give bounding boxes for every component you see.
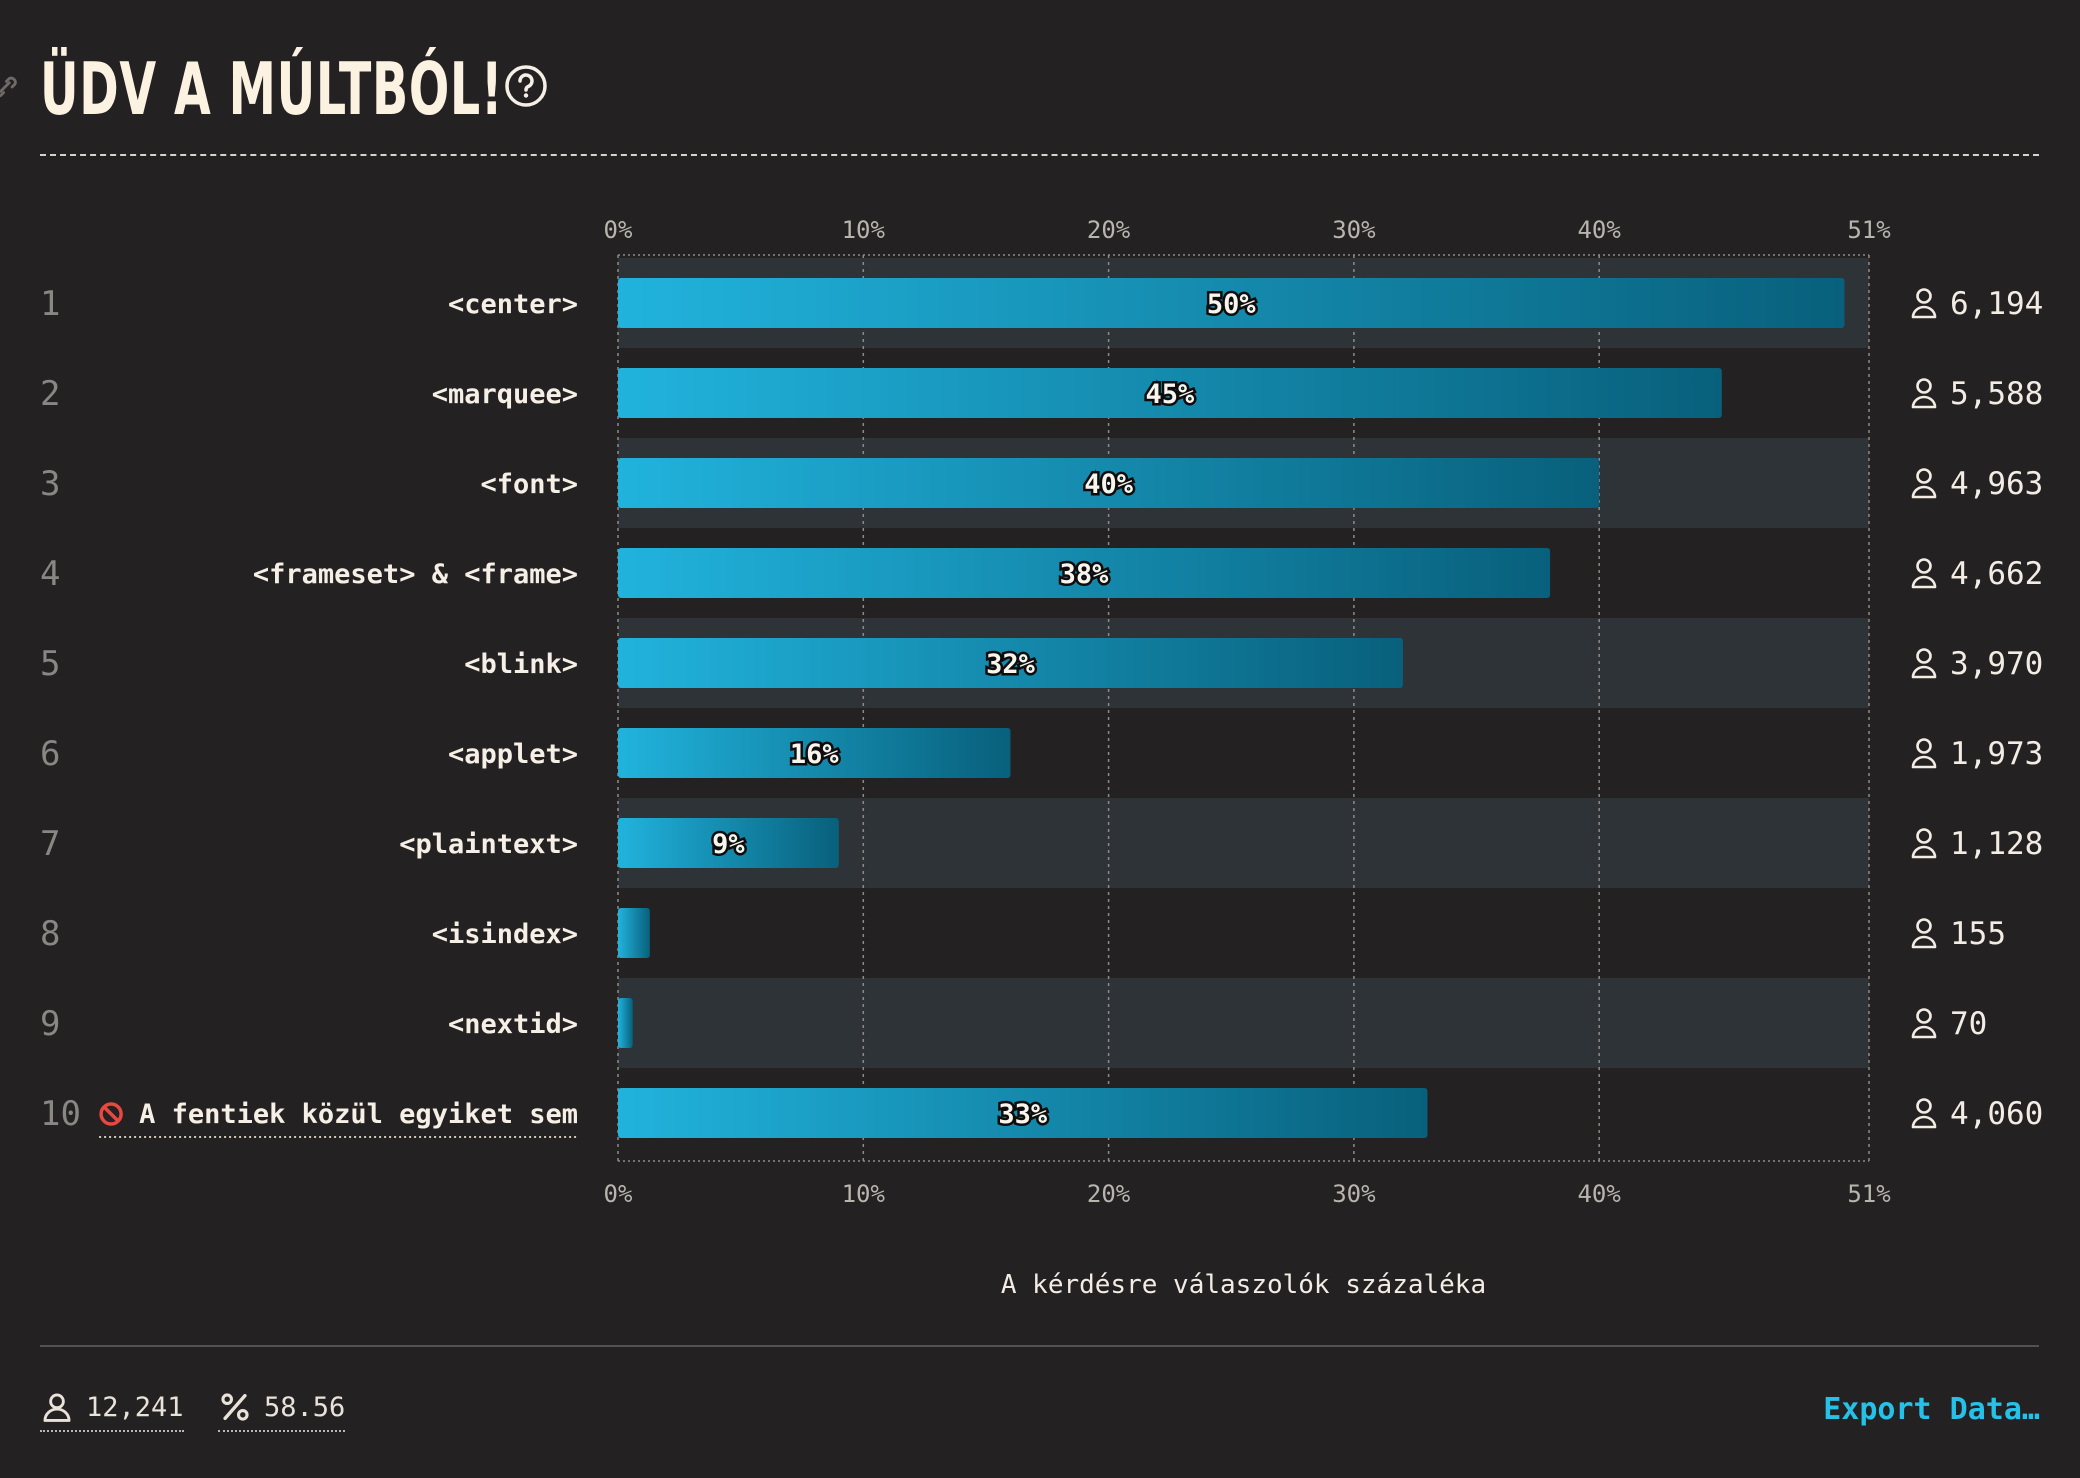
bar	[618, 638, 1403, 688]
x-tick-top: 10%	[842, 216, 886, 244]
row-stripe	[618, 978, 1869, 1068]
row-rank: 4	[40, 554, 60, 594]
respondent-count: 5,588	[1950, 376, 2043, 412]
respondent-count: 4,662	[1950, 556, 2043, 592]
row-rank: 2	[40, 374, 60, 414]
user-icon	[1911, 1008, 1937, 1039]
x-tick-top: 51%	[1847, 216, 1891, 244]
row-label: A fentiek közül egyiket sem	[139, 1099, 578, 1130]
respondent-count: 4,060	[1950, 1096, 2043, 1132]
x-tick-bottom: 20%	[1087, 1180, 1131, 1208]
row-rank: 3	[40, 464, 60, 504]
user-icon	[1911, 648, 1937, 679]
bar	[618, 728, 1011, 778]
x-tick-top: 30%	[1332, 216, 1376, 244]
row-rank: 1	[40, 284, 60, 324]
x-tick-bottom: 51%	[1847, 1180, 1891, 1208]
bar-value-label: 32%	[986, 649, 1036, 680]
x-tick-bottom: 0%	[604, 1180, 633, 1208]
bar-value-label: 40%	[1084, 469, 1134, 500]
bar	[618, 458, 1600, 508]
x-tick-bottom: 30%	[1332, 1180, 1376, 1208]
respondent-count: 155	[1950, 916, 2006, 952]
row-label: <marquee>	[432, 379, 578, 410]
row-rank: 9	[40, 1004, 60, 1044]
user-icon	[1911, 738, 1937, 769]
x-axis-label: A kérdésre válaszolók százaléka	[1001, 1270, 1486, 1300]
respondent-count: 1,128	[1950, 826, 2043, 862]
row-label: <font>	[480, 469, 578, 500]
respondent-count: 3,970	[1950, 646, 2043, 682]
x-tick-top: 40%	[1577, 216, 1621, 244]
respondents-count: 12,241	[86, 1391, 184, 1423]
export-data-link[interactable]: Export Data…	[1823, 1392, 2040, 1427]
bar-value-label: 50%	[1207, 289, 1257, 320]
x-tick-top: 0%	[604, 216, 633, 244]
respondent-count: 70	[1950, 1006, 1987, 1042]
bar	[618, 998, 633, 1048]
user-icon	[1911, 378, 1937, 409]
row-rank: 8	[40, 914, 60, 954]
user-icon	[1911, 468, 1937, 499]
title-divider	[40, 154, 2039, 156]
user-icon	[1911, 918, 1937, 949]
row-rank: 10	[40, 1094, 81, 1134]
page-title: ÜDV A MÚLTBÓL!	[40, 47, 504, 131]
row-rank: 7	[40, 824, 60, 864]
percent-icon	[221, 1393, 249, 1421]
bar-value-label: 45%	[1146, 379, 1196, 410]
respondent-count: 6,194	[1950, 286, 2043, 322]
bar-chart: 0% 0% 10% 10% 20% 20% 30% 30% 40% 40% 51% 51% 1 <cent…	[40, 216, 2043, 1300]
help-icon[interactable]	[504, 64, 548, 108]
bar-value-label: 16%	[790, 739, 840, 770]
row-label: <applet>	[448, 739, 578, 770]
bar	[618, 1088, 1428, 1138]
row-rank: 5	[40, 644, 60, 684]
row-label: <frameset> & <frame>	[253, 559, 578, 590]
bar	[618, 368, 1722, 418]
bar-value-label: 38%	[1060, 559, 1110, 590]
row-label: <plaintext>	[399, 829, 578, 860]
user-icon	[43, 1393, 71, 1422]
prohibited-icon	[99, 1102, 123, 1126]
bar	[618, 818, 839, 868]
row-label: <isindex>	[432, 919, 578, 950]
bar	[618, 278, 1845, 328]
respondent-count: 1,973	[1950, 736, 2043, 772]
percentage-total[interactable]: 58.56	[218, 1390, 346, 1432]
row-rank: 6	[40, 734, 60, 774]
x-tick-bottom: 40%	[1577, 1180, 1621, 1208]
row-label: <blink>	[464, 649, 578, 680]
x-tick-bottom: 10%	[842, 1180, 886, 1208]
bar-value-label: 33%	[998, 1099, 1048, 1130]
bar	[618, 548, 1551, 598]
user-icon	[1911, 558, 1937, 589]
user-icon	[1911, 1098, 1937, 1129]
percentage-value: 58.56	[264, 1391, 346, 1423]
respondent-count: 4,963	[1950, 466, 2043, 502]
bar-value-label: 9%	[712, 829, 745, 860]
x-tick-top: 20%	[1087, 216, 1131, 244]
footer-divider	[40, 1345, 2039, 1347]
bar	[618, 908, 650, 958]
user-icon	[1911, 828, 1937, 859]
link-icon[interactable]	[0, 70, 22, 104]
user-icon	[1911, 288, 1937, 319]
row-label: <nextid>	[448, 1009, 578, 1040]
respondents-total[interactable]: 12,241	[40, 1390, 184, 1432]
row-label: <center>	[448, 289, 578, 320]
